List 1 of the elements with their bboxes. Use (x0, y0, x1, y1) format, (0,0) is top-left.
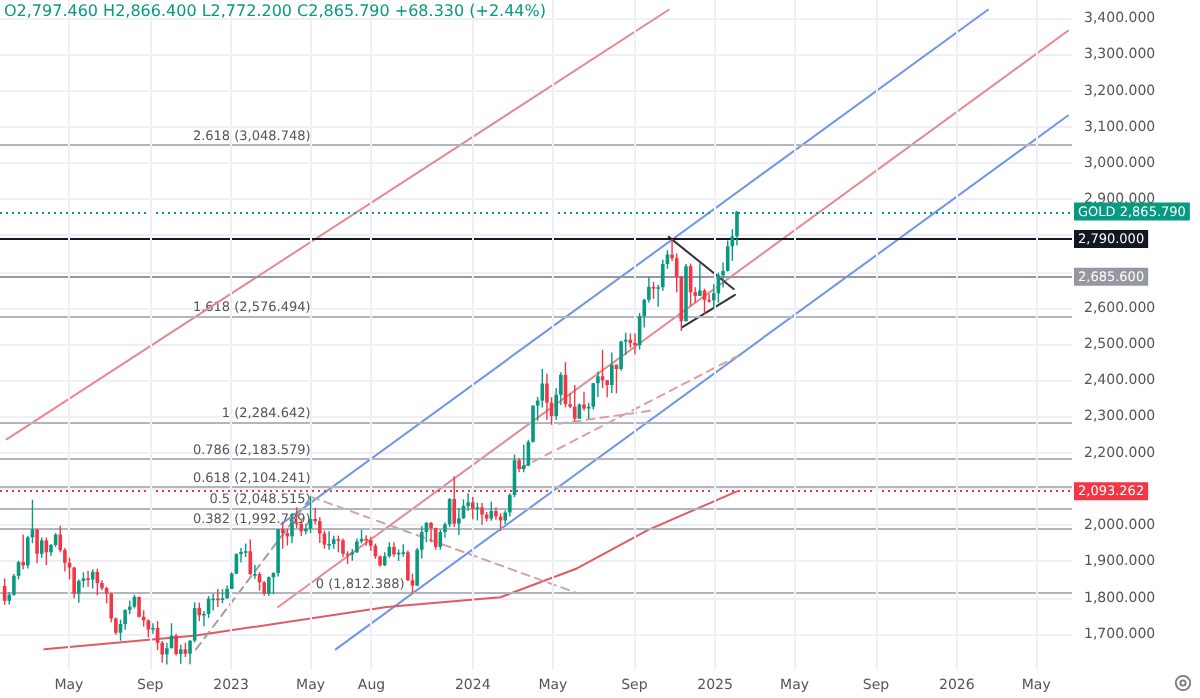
annotation: O2,797.460 H2,866.400 L2,772.200 C2,865.790 +68.330 (+2.44%) (4, 2, 546, 20)
